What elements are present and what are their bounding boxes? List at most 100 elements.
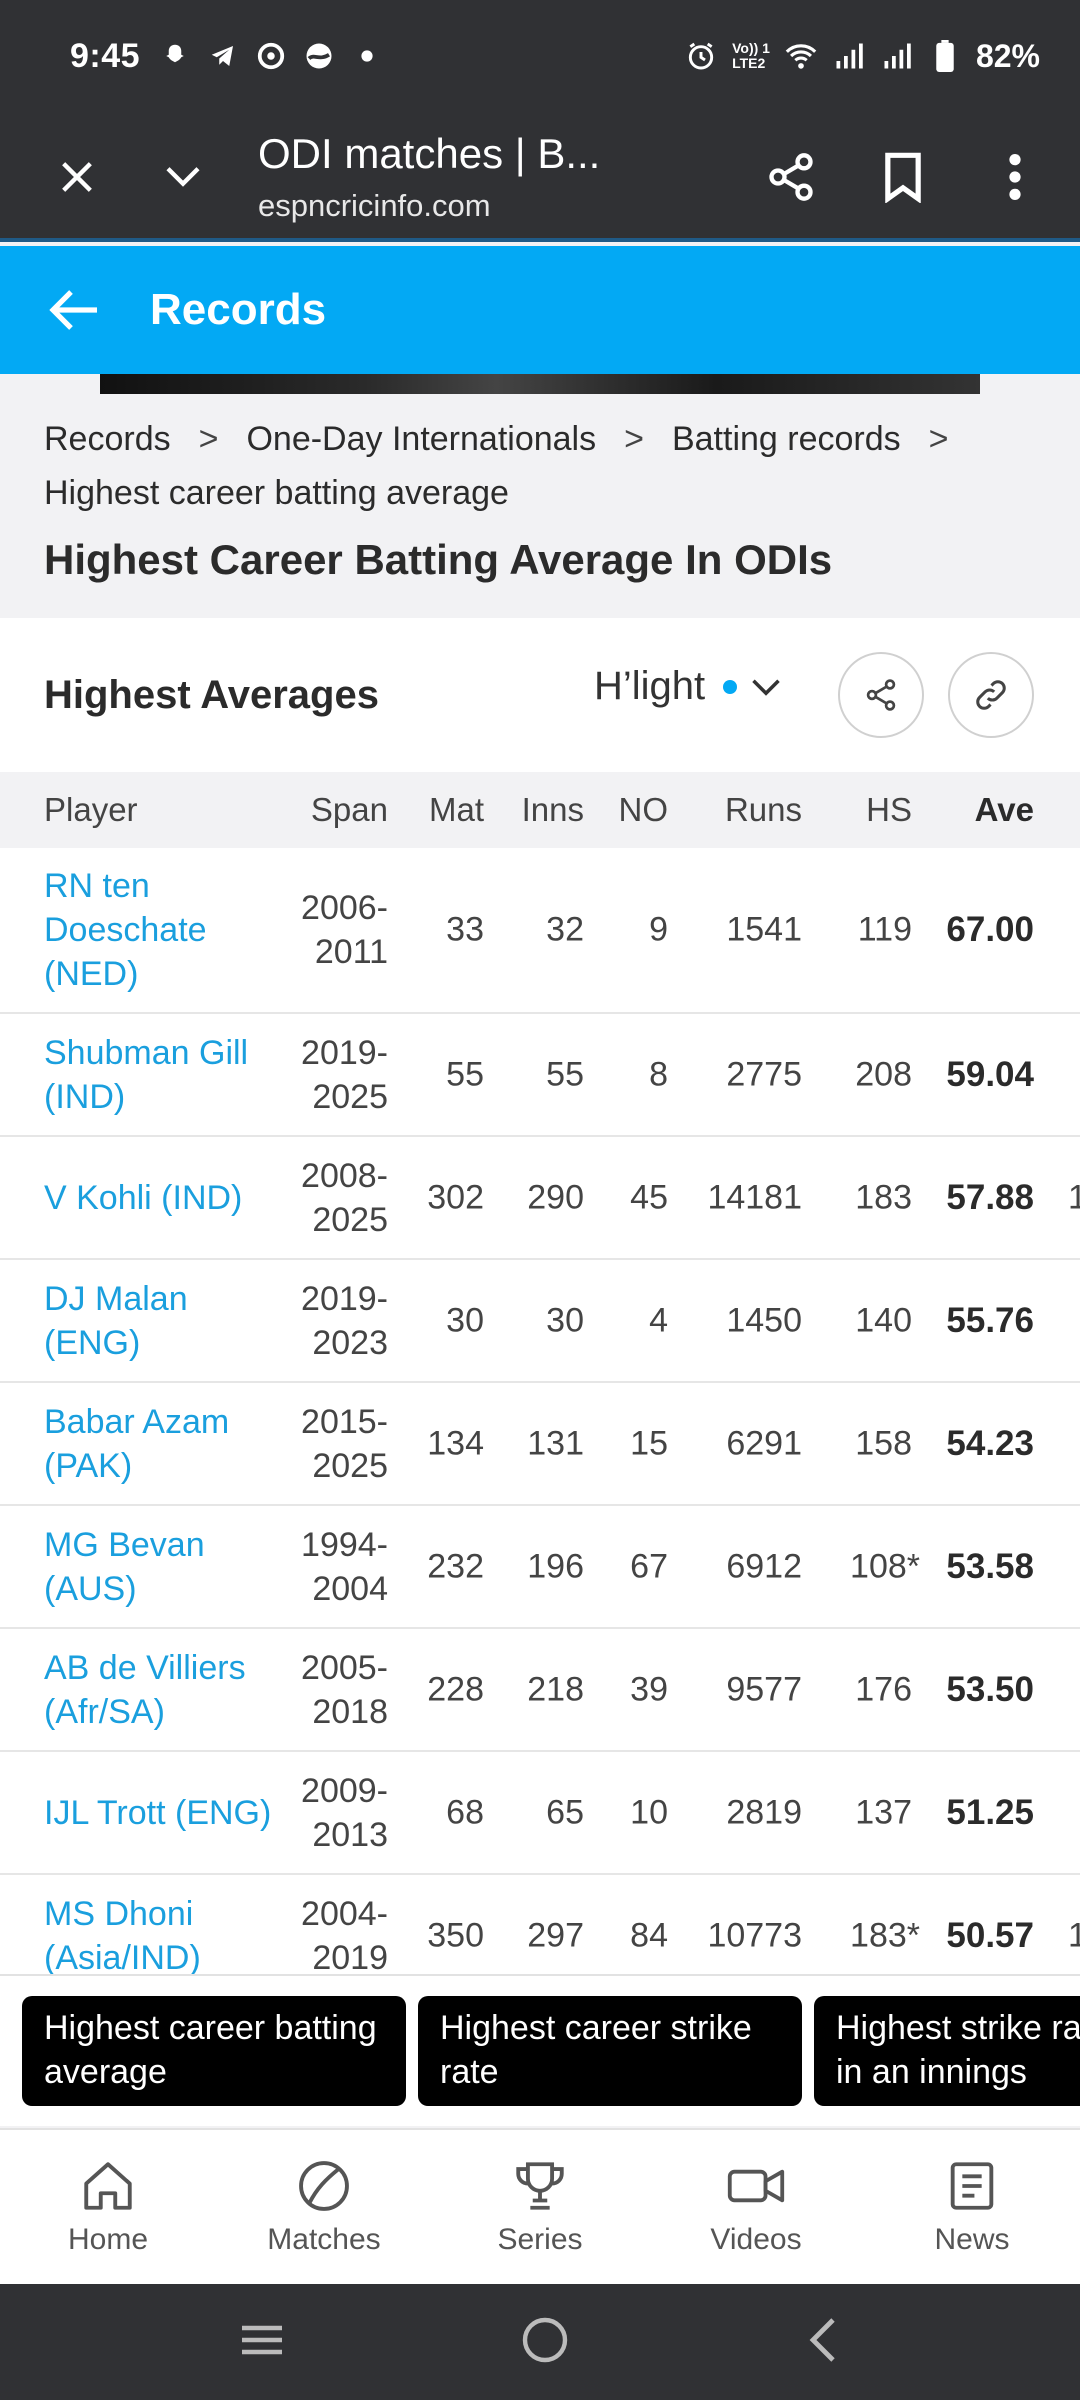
copy-link-button[interactable] bbox=[948, 652, 1034, 738]
table-row: MG Bevan (AUS) 1994-2004 232 196 67 6912… bbox=[0, 1506, 1080, 1629]
column-ave[interactable]: Ave bbox=[974, 791, 1034, 828]
ave-cell: 51.25 bbox=[946, 1792, 1034, 1832]
recents-button[interactable] bbox=[237, 2320, 287, 2365]
chrome-icon bbox=[254, 39, 288, 73]
ad-banner[interactable] bbox=[100, 374, 980, 394]
home-system-button[interactable] bbox=[521, 2316, 569, 2369]
ball-icon bbox=[299, 2161, 349, 2211]
player-link[interactable]: IJL Trott (ENG) bbox=[44, 1793, 272, 1832]
records-header: Records bbox=[0, 246, 1080, 374]
browser-page-title: ODI matches | B... bbox=[258, 130, 601, 177]
nav-news[interactable]: News bbox=[864, 2130, 1080, 2284]
related-link-chip[interactable]: Highest strike rate in an innings bbox=[814, 1996, 1080, 2106]
nav-matches[interactable]: Matches bbox=[216, 2130, 432, 2284]
mat-cell: 68 bbox=[446, 1793, 484, 1831]
player-link[interactable]: Shubman Gill (IND) bbox=[44, 1033, 249, 1116]
span-cell: 2006-2011 bbox=[301, 889, 388, 971]
hs-cell: 119 bbox=[857, 910, 912, 949]
minimize-button[interactable] bbox=[138, 132, 228, 222]
close-tab-button[interactable] bbox=[32, 132, 122, 222]
runs-cell: 2775 bbox=[726, 1055, 802, 1093]
table-row: AB de Villiers (Afr/SA) 2005-2018 228 21… bbox=[0, 1629, 1080, 1752]
column-inns[interactable]: Inns bbox=[521, 791, 584, 828]
back-system-button[interactable] bbox=[803, 2316, 843, 2369]
runs-cell: 2819 bbox=[726, 1793, 802, 1831]
share-icon bbox=[866, 679, 896, 711]
hs-cell: 208 bbox=[855, 1055, 912, 1093]
no-cell: 9 bbox=[649, 910, 668, 949]
table-row: Babar Azam (PAK) 2015-2025 134 131 15 62… bbox=[0, 1383, 1080, 1506]
status-bar: 9:45 Vo)) 1 LTE2 bbox=[0, 0, 1080, 112]
column-no[interactable]: NO bbox=[618, 791, 669, 828]
inns-cell: 30 bbox=[546, 1301, 584, 1339]
column-span[interactable]: Span bbox=[310, 791, 388, 828]
ave-cell: 54.23 bbox=[946, 1423, 1034, 1463]
column-runs[interactable]: Runs bbox=[724, 791, 802, 828]
breadcrumb: Records > One-Day Internationals > Batting r… bbox=[44, 412, 1044, 520]
related-link-chip[interactable]: Highest career batting average bbox=[22, 1996, 406, 2106]
ave-cell: 50.57 bbox=[946, 1915, 1034, 1955]
ave-cell: 55.76 bbox=[946, 1300, 1034, 1340]
player-link[interactable]: AB de Villiers (Afr/SA) bbox=[44, 1648, 246, 1731]
chevron-right-icon: > bbox=[198, 420, 219, 458]
breadcrumb-records[interactable]: Records bbox=[44, 420, 171, 458]
network-type-label: Vo)) 1 LTE2 bbox=[732, 40, 770, 71]
player-link[interactable]: V Kohli (IND) bbox=[44, 1178, 243, 1217]
table-row: V Kohli (IND) 2008-2025 302 290 45 14181… bbox=[0, 1137, 1080, 1260]
runs-cell: 14181 bbox=[707, 1178, 802, 1216]
player-link[interactable]: RN ten Doeschate (NED) bbox=[44, 867, 207, 993]
span-cell: 2019-2025 bbox=[301, 1033, 388, 1116]
table-row: IJL Trott (ENG) 2009-2013 68 65 10 2819 … bbox=[0, 1752, 1080, 1875]
alarm-icon bbox=[684, 39, 718, 73]
hs-cell: 183* bbox=[850, 1916, 920, 1954]
related-link-chip[interactable]: Highest career strike rate bbox=[418, 1996, 802, 2106]
player-link[interactable]: MG Bevan (AUS) bbox=[44, 1525, 205, 1608]
page-title: Highest Career Batting Average In ODIs bbox=[44, 536, 833, 583]
mat-cell: 55 bbox=[446, 1055, 484, 1093]
breadcrumb-odi[interactable]: One-Day Internationals bbox=[246, 420, 597, 458]
nav-news-label: News bbox=[934, 2223, 1010, 2256]
more-options-button[interactable] bbox=[970, 132, 1060, 222]
nav-videos[interactable]: Videos bbox=[648, 2130, 864, 2284]
telegram-icon bbox=[206, 39, 240, 73]
inns-cell: 218 bbox=[527, 1670, 584, 1708]
column-mat[interactable]: Mat bbox=[428, 791, 484, 828]
span-cell: 1994-2004 bbox=[301, 1525, 388, 1608]
chevron-right-icon: > bbox=[624, 420, 644, 458]
player-link[interactable]: Babar Azam (PAK) bbox=[44, 1402, 230, 1485]
player-link[interactable]: DJ Malan (ENG) bbox=[44, 1279, 188, 1362]
bookmark-icon bbox=[885, 152, 921, 203]
table-row: RN ten Doeschate (NED) 2006-2011 33 32 9… bbox=[0, 848, 1080, 1014]
table-row: DJ Malan (ENG) 2019-2023 30 30 4 1450 14… bbox=[0, 1260, 1080, 1383]
hs-cell: 108* bbox=[850, 1547, 920, 1585]
header-title: Records bbox=[150, 285, 327, 334]
browser-title-area[interactable]: ODI matches | B... espncricinfo.com bbox=[258, 130, 648, 224]
nav-series[interactable]: Series bbox=[432, 2130, 648, 2284]
highlight-dropdown[interactable]: H’light bbox=[594, 664, 781, 709]
player-link[interactable]: MS Dhoni (Asia/IND) bbox=[44, 1894, 201, 1977]
runs-cell: 6912 bbox=[726, 1547, 802, 1585]
hs-cell: 140 bbox=[855, 1301, 912, 1339]
share-button[interactable] bbox=[746, 132, 836, 222]
circle-home-icon bbox=[522, 2317, 568, 2362]
bookmark-button[interactable] bbox=[858, 132, 948, 222]
bottom-navigation: Home Matches Series Videos News bbox=[0, 2128, 1080, 2284]
column-hs[interactable]: HS bbox=[866, 791, 912, 828]
chevron-down-icon bbox=[166, 167, 200, 187]
share-records-button[interactable] bbox=[838, 652, 924, 738]
nav-series-label: Series bbox=[497, 2223, 583, 2256]
mat-cell: 134 bbox=[427, 1424, 484, 1462]
link-icon bbox=[976, 680, 1006, 710]
ave-cell: 53.50 bbox=[946, 1669, 1034, 1709]
breadcrumb-batting-records[interactable]: Batting records bbox=[671, 420, 901, 458]
arrow-left-icon bbox=[49, 290, 97, 330]
trophy-icon bbox=[516, 2162, 564, 2210]
mat-cell: 232 bbox=[427, 1547, 484, 1585]
chevron-right-icon: > bbox=[928, 420, 949, 458]
back-button[interactable] bbox=[0, 246, 150, 374]
nav-home[interactable]: Home bbox=[0, 2130, 216, 2284]
runs-cell: 10773 bbox=[707, 1916, 802, 1954]
column-player[interactable]: Player bbox=[44, 791, 138, 828]
no-cell: 45 bbox=[630, 1178, 668, 1216]
span-cell: 2004-2019 bbox=[301, 1894, 388, 1977]
